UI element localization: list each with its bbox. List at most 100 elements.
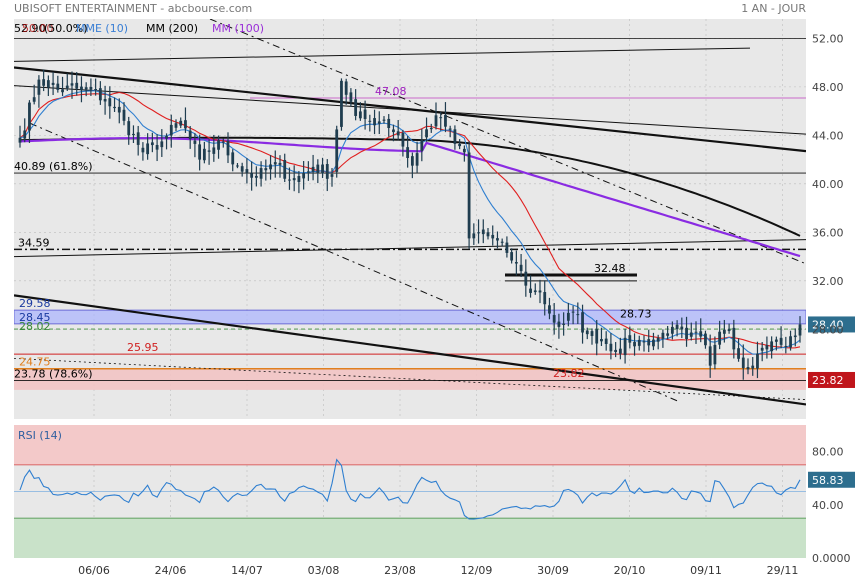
candle-body bbox=[377, 121, 381, 124]
rsi-last-label: 58.83 bbox=[812, 474, 844, 487]
candle-body bbox=[61, 89, 64, 93]
candle-body bbox=[628, 335, 632, 343]
candle-body bbox=[774, 339, 778, 342]
candle-body bbox=[155, 144, 159, 150]
candle-body bbox=[174, 123, 178, 128]
candle-body bbox=[581, 312, 584, 333]
y-tick-label: 28.00 bbox=[812, 323, 844, 336]
candle-body bbox=[113, 106, 116, 109]
candle-body bbox=[231, 152, 235, 165]
candle-body bbox=[600, 339, 603, 342]
chart-title: UBISOFT ENTERTAINMENT - abcbourse.com bbox=[14, 2, 252, 15]
candle-body bbox=[637, 339, 641, 346]
candle-body bbox=[557, 321, 561, 327]
candle-body bbox=[444, 114, 447, 127]
candle-body bbox=[661, 332, 665, 339]
x-tick-label: 12/09 bbox=[461, 564, 493, 577]
candle-body bbox=[647, 339, 651, 346]
candle-body bbox=[737, 348, 740, 359]
rsi-layer: RSI (14) 58.83 bbox=[14, 425, 855, 558]
legend-item-fifty-pct: (50.0%) bbox=[44, 22, 88, 35]
y-tick-label: 40.00 bbox=[812, 178, 844, 191]
low-price-tag bbox=[808, 371, 855, 388]
x-tick-label: 14/07 bbox=[231, 564, 263, 577]
candle-body bbox=[462, 148, 466, 153]
candle-body bbox=[316, 164, 320, 174]
candle-body bbox=[472, 233, 476, 239]
candle-body bbox=[70, 83, 74, 86]
candle-body bbox=[756, 353, 759, 369]
rsi-tick-label: 0.0000 bbox=[812, 552, 851, 565]
candle-body bbox=[590, 331, 594, 336]
price-tag-label: 23.82 bbox=[812, 374, 844, 387]
candle-body bbox=[685, 327, 688, 339]
candle-body bbox=[618, 348, 622, 354]
candle-body bbox=[42, 79, 46, 86]
candle-body bbox=[496, 238, 499, 241]
candle-body bbox=[373, 118, 376, 126]
candle-body bbox=[387, 118, 391, 129]
rsi-label: RSI (14) bbox=[18, 429, 62, 442]
candle-body bbox=[306, 171, 310, 173]
candle-body bbox=[358, 111, 362, 119]
candle-body bbox=[434, 115, 438, 127]
legend-item-mm200: MM (200) bbox=[146, 22, 198, 35]
candle-body bbox=[330, 174, 334, 177]
candle-body bbox=[65, 85, 69, 89]
x-tick-label: 24/06 bbox=[155, 564, 187, 577]
candle-body bbox=[680, 326, 684, 330]
candle-body bbox=[184, 120, 187, 129]
candle-body bbox=[18, 137, 22, 143]
candle-body bbox=[117, 106, 121, 113]
resistance-line-top bbox=[14, 47, 751, 62]
rsi-tick-label: 80.00 bbox=[812, 446, 844, 459]
period-label: 1 AN - JOUR bbox=[741, 2, 806, 15]
candle-body bbox=[784, 345, 788, 347]
channel-dashdot-lower bbox=[29, 122, 681, 403]
trendlines-layer bbox=[14, 19, 806, 406]
level-annotation: 34.59 bbox=[18, 236, 50, 249]
candle-body bbox=[514, 262, 518, 264]
candle-body bbox=[429, 127, 433, 130]
candle-body bbox=[491, 234, 495, 239]
level-annotation: 23.82 bbox=[553, 367, 585, 380]
candle-body bbox=[321, 164, 324, 174]
candle-body bbox=[623, 337, 627, 356]
candle-body bbox=[467, 152, 471, 239]
candle-body bbox=[193, 140, 197, 144]
candle-body bbox=[510, 252, 514, 261]
price-tag-label: 28.40 bbox=[812, 318, 844, 331]
rsi-overbought-zone bbox=[14, 425, 806, 465]
candle-body bbox=[382, 119, 386, 121]
candle-body bbox=[363, 109, 367, 119]
legend-item-high: 52.90 bbox=[14, 22, 46, 35]
level-annotation: 32.48 bbox=[594, 262, 626, 275]
candle-body bbox=[798, 324, 802, 336]
candle-body bbox=[132, 133, 135, 136]
candle-body bbox=[202, 148, 206, 161]
candle-body bbox=[46, 80, 50, 88]
candle-body bbox=[150, 142, 154, 146]
level-annotation: 28.73 bbox=[620, 307, 652, 320]
candle-body bbox=[269, 164, 272, 170]
legend-item-mme10: MME (10) bbox=[76, 22, 128, 35]
candle-body bbox=[245, 169, 249, 173]
candle-body bbox=[718, 331, 722, 345]
candle-body bbox=[533, 290, 537, 293]
candle-body bbox=[410, 156, 414, 166]
candle-body bbox=[585, 330, 589, 335]
candle-body bbox=[604, 338, 608, 344]
level-annotation: 29.58 bbox=[19, 297, 51, 310]
candle-body bbox=[751, 365, 755, 369]
candle-body bbox=[141, 147, 145, 153]
candle-body bbox=[103, 99, 107, 102]
support-line-rising bbox=[14, 239, 806, 258]
candle-body bbox=[297, 175, 301, 182]
x-tick-label: 20/10 bbox=[614, 564, 646, 577]
level-annotation: 40.89 (61.8%) bbox=[14, 160, 93, 173]
y-tick-label: 32.00 bbox=[812, 275, 844, 288]
candle-body bbox=[760, 347, 764, 351]
candle-body bbox=[694, 331, 698, 333]
candle-body bbox=[325, 164, 329, 179]
